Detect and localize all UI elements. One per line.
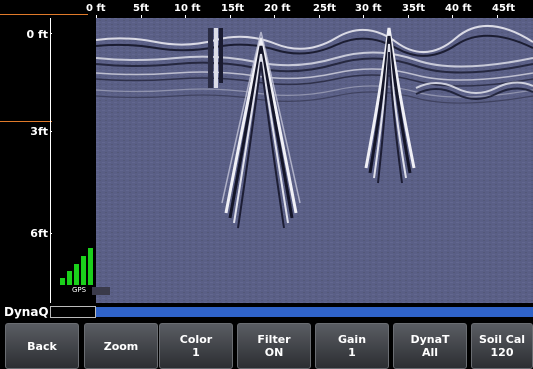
color-button[interactable]: Color 1 xyxy=(159,323,233,369)
ruler-label-20: 20 ft xyxy=(264,3,291,14)
shallow-reflections-right xyxy=(415,81,533,100)
gps-bar-4 xyxy=(81,256,86,285)
ruler-tick xyxy=(96,15,97,19)
ruler-label-40: 40 ft xyxy=(445,3,472,14)
dynaq-label: DynaQ xyxy=(4,305,49,319)
ruler-label-15: 15ft xyxy=(221,3,245,14)
dynat-button[interactable]: DynaT All xyxy=(393,323,467,369)
ruler-tick xyxy=(497,15,498,19)
zoom-button-label: Zoom xyxy=(103,339,139,353)
gain-button-label: Gain xyxy=(337,333,367,346)
gain-button-value: 1 xyxy=(348,346,356,359)
ruler-tick xyxy=(230,15,231,19)
gps-bar-1 xyxy=(60,278,65,285)
target-hyperbola-20ft xyxy=(221,31,301,229)
top-marker-line xyxy=(0,14,88,15)
softkey-bar: Back Zoom Color 1 Filter ON Gain 1 DynaT… xyxy=(0,322,533,369)
depth-label-6: 6ft xyxy=(30,227,48,240)
dynat-button-label: DynaT xyxy=(410,333,450,346)
back-button-label: Back xyxy=(27,339,57,353)
dynat-button-value: All xyxy=(421,346,439,359)
color-button-value: 1 xyxy=(192,346,200,359)
surface-reflections xyxy=(96,25,533,104)
ruler-label-45: 45ft xyxy=(492,3,516,14)
filter-button-label: Filter xyxy=(257,333,291,346)
soil-cal-button-value: 120 xyxy=(490,346,514,359)
ruler-label-0: 0 ft xyxy=(86,3,106,14)
gps-bar-2 xyxy=(67,271,72,285)
gps-signal-icon xyxy=(60,245,105,285)
ruler-label-35: 35ft xyxy=(402,3,426,14)
gpr-radargram xyxy=(96,18,533,303)
gps-indicator xyxy=(92,287,110,295)
distance-ruler: 0 ft 5ft 10 ft 15ft 20 ft 25ft 30 ft 35f… xyxy=(0,0,533,19)
dynaq-bar xyxy=(96,307,533,317)
gps-label: GPS xyxy=(72,286,87,294)
gps-bar-3 xyxy=(74,264,79,285)
depth-axis xyxy=(50,18,51,303)
dynaq-row: DynaQ xyxy=(0,303,533,321)
gpr-scan-view[interactable] xyxy=(96,18,533,303)
ruler-tick xyxy=(408,15,409,19)
soil-cal-button-label: Soil Cal xyxy=(478,333,526,346)
ruler-label-5: 5ft xyxy=(133,3,150,14)
ruler-label-10: 10 ft xyxy=(174,3,201,14)
gain-button[interactable]: Gain 1 xyxy=(315,323,389,369)
back-button[interactable]: Back xyxy=(5,323,79,369)
dynaq-indicator-box xyxy=(50,306,96,318)
ruler-tick xyxy=(141,15,142,19)
ruler-tick xyxy=(319,15,320,19)
depth-marker-line xyxy=(0,121,52,122)
filter-button[interactable]: Filter ON xyxy=(237,323,311,369)
soil-cal-button[interactable]: Soil Cal 120 xyxy=(471,323,533,369)
ruler-tick xyxy=(185,15,186,19)
target-hyperbola-30ft xyxy=(364,27,416,184)
target-reflection-15ft xyxy=(208,28,223,88)
ruler-tick xyxy=(452,15,453,19)
zoom-button[interactable]: Zoom xyxy=(84,323,158,369)
depth-label-3: 3ft xyxy=(30,125,48,138)
depth-label-0: 0 ft xyxy=(26,28,48,41)
color-button-label: Color xyxy=(179,333,213,346)
ruler-tick xyxy=(274,15,275,19)
ruler-tick xyxy=(363,15,364,19)
filter-button-value: ON xyxy=(264,346,284,359)
ruler-label-25: 25ft xyxy=(313,3,337,14)
gps-bar-5 xyxy=(88,248,93,285)
ruler-label-30: 30 ft xyxy=(355,3,382,14)
